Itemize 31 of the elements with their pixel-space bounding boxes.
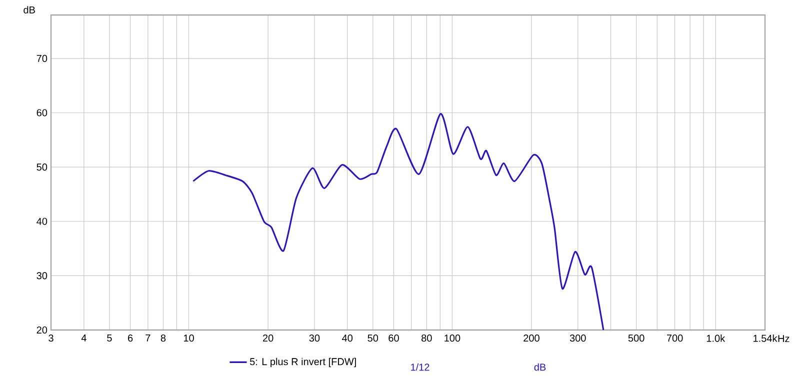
x-tick-label: 50 bbox=[368, 334, 378, 342]
x-tick-label: 3 bbox=[48, 334, 54, 342]
x-tick-label: 6 bbox=[128, 334, 133, 342]
y-tick-label: 70 bbox=[36, 54, 48, 62]
x-tick-label: 200 bbox=[524, 334, 540, 342]
x-tick-label: 80 bbox=[422, 334, 432, 342]
x-tick-label: 7 bbox=[146, 334, 150, 342]
legend-label: 5: L plus R invert [FDW] bbox=[250, 358, 356, 368]
x-axis-title: Hz bbox=[778, 335, 790, 342]
x-tick-label: 1.54k bbox=[754, 334, 778, 342]
x-tick-label: 60 bbox=[388, 334, 399, 342]
y-tick-label: 40 bbox=[36, 218, 48, 225]
x-tick-label: 10 bbox=[184, 334, 194, 342]
x-tick-label: 1.0k bbox=[706, 334, 726, 342]
x-tick-label: 5 bbox=[107, 334, 112, 342]
text: dB bbox=[534, 363, 546, 371]
x-tick-label: 20 bbox=[262, 334, 274, 342]
text: 1/12 bbox=[411, 363, 430, 371]
x-tick-label: 700 bbox=[666, 334, 683, 342]
y-tick-label: 50 bbox=[36, 164, 48, 171]
x-tick-label: 40 bbox=[342, 334, 353, 342]
x-tick-label: 30 bbox=[309, 334, 320, 342]
y-tick-label: 30 bbox=[36, 272, 48, 280]
x-tick-label: 500 bbox=[628, 334, 644, 342]
x-tick-label: 4 bbox=[81, 334, 86, 342]
y-tick-label: 60 bbox=[36, 109, 48, 116]
x-tick-label: 300 bbox=[570, 334, 586, 342]
y-tick-label: 20 bbox=[36, 326, 48, 334]
y-axis-title: dB bbox=[24, 6, 35, 14]
x-tick-label: 100 bbox=[444, 334, 460, 342]
x-tick-label: 8 bbox=[160, 334, 166, 342]
